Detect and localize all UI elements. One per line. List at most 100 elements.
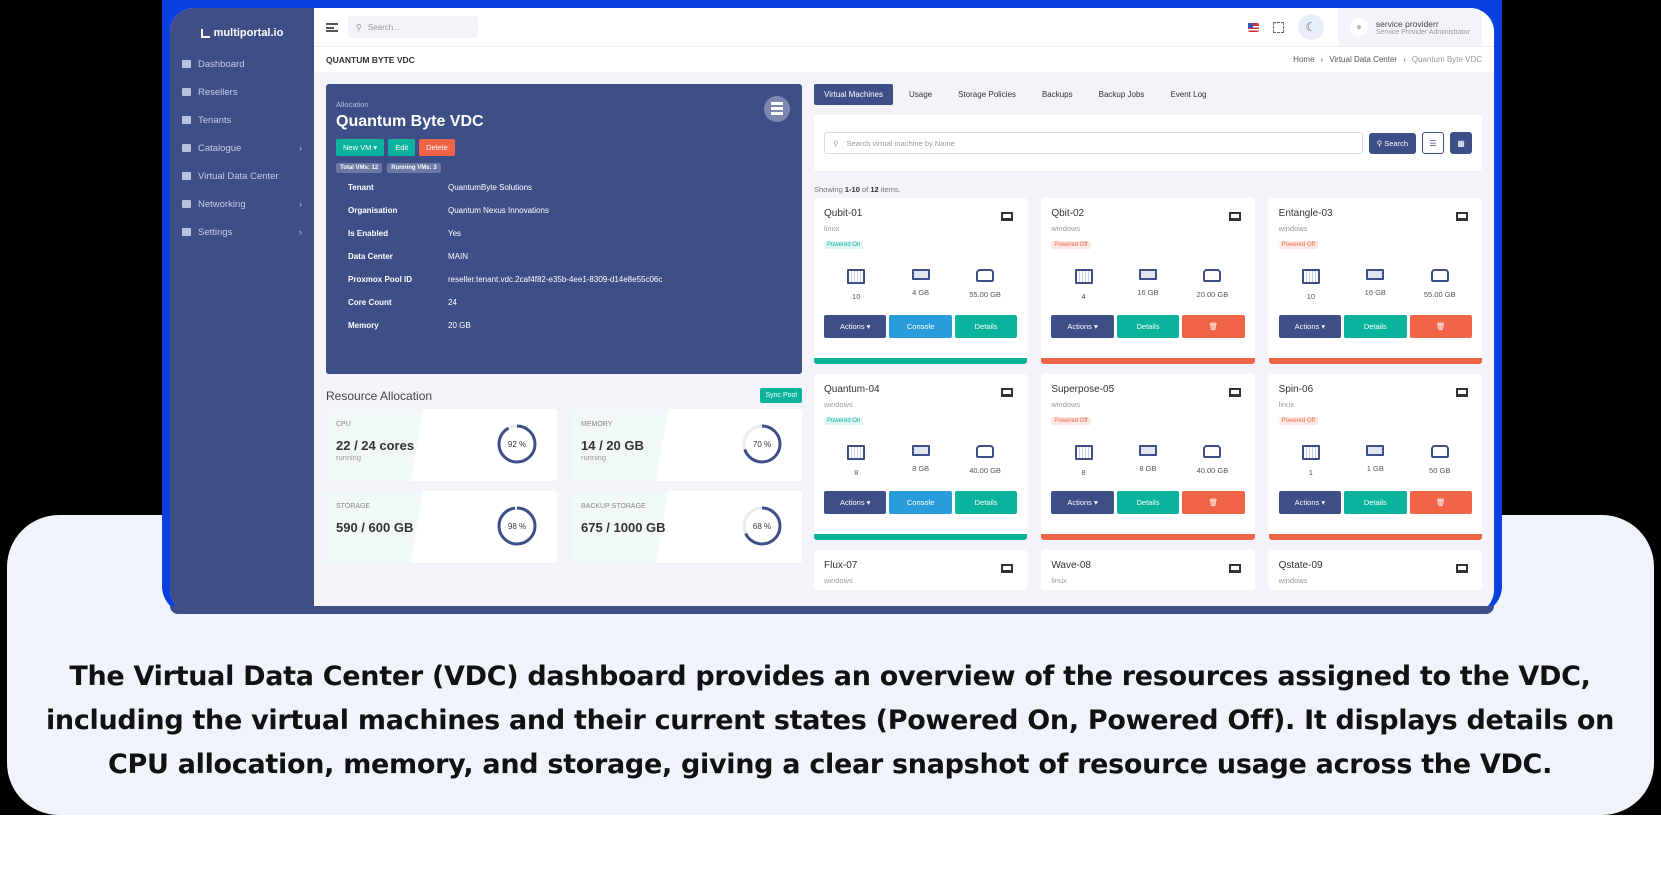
vm-name[interactable]: Qubit-01 — [824, 208, 863, 219]
details-button[interactable]: Details — [1116, 315, 1180, 338]
vm-name[interactable]: Entangle-03 — [1278, 208, 1333, 219]
delete-vm-button[interactable]: 🗑 — [1182, 315, 1245, 338]
svg-text:98 %: 98 % — [508, 522, 526, 531]
sync-pool-button[interactable]: Sync Pool — [760, 388, 802, 403]
networking-icon — [182, 200, 191, 208]
fullscreen-icon[interactable] — [1272, 21, 1284, 33]
vm-card: Spin-06 linux Powered Off 1 1 GB 50 GB Ac… — [1268, 374, 1482, 540]
disk-icon — [1430, 269, 1449, 282]
vm-os: windows — [824, 400, 853, 409]
status-badge: Powered Off — [1051, 417, 1091, 425]
actions-dropdown-button[interactable]: Actions ▾ — [824, 315, 887, 338]
dark-mode-toggle[interactable]: ☾ — [1297, 14, 1324, 40]
main-area: ⚲ Search... ☾ ● service providerr Servic… — [314, 8, 1494, 614]
delete-vm-button[interactable]: 🗑 — [1409, 315, 1472, 338]
details-button[interactable]: Details — [954, 491, 1018, 514]
vdc-name: Quantum Byte VDC — [336, 113, 484, 130]
breadcrumb-vdc[interactable]: Virtual Data Center — [1329, 55, 1398, 64]
tab-storage-policies[interactable]: Storage Policies — [958, 90, 1016, 99]
vm-card: Entangle-03 windows Powered Off 10 16 GB … — [1268, 198, 1482, 364]
grid-view-button[interactable]: ▦ — [1450, 132, 1472, 154]
detail-row-data-center: Data Center MAIN — [348, 252, 468, 261]
vm-name[interactable]: Spin-06 — [1278, 384, 1314, 395]
console-monitor-icon[interactable] — [1455, 388, 1468, 397]
delete-vm-button[interactable]: 🗑 — [1182, 491, 1245, 514]
sidebar-item-settings[interactable]: Settings › — [170, 218, 314, 246]
sidebar-item-tenants[interactable]: Tenants — [170, 106, 314, 134]
details-button[interactable]: Details — [1344, 315, 1407, 338]
tab-virtual-machines[interactable]: Virtual Machines — [814, 84, 893, 105]
vm-search-input[interactable]: ⚲ Search virtual machine by Name — [824, 132, 1363, 154]
console-monitor-icon[interactable] — [1228, 212, 1241, 221]
sidebar-item-virtual-data-center[interactable]: Virtual Data Center — [170, 162, 314, 190]
tab-usage[interactable]: Usage — [909, 90, 933, 99]
server-menu-icon[interactable] — [764, 96, 790, 122]
svg-text:92 %: 92 % — [508, 440, 526, 449]
avatar: ● — [1349, 18, 1368, 36]
details-button[interactable]: Details — [954, 315, 1018, 338]
cpu-icon — [1301, 445, 1320, 460]
trash-icon: 🗑 — [1435, 498, 1446, 507]
brand-logo[interactable]: multiportal.io — [170, 16, 314, 50]
console-monitor-icon[interactable] — [1455, 212, 1468, 221]
vm-card: Qstate-09 windows — [1268, 550, 1482, 590]
actions-dropdown-button[interactable]: Actions ▾ — [1278, 315, 1342, 338]
vm-name[interactable]: Flux-07 — [824, 560, 858, 571]
catalogue-icon — [182, 144, 191, 152]
vm-name[interactable]: Superpose-05 — [1051, 384, 1115, 395]
disk-icon — [1430, 445, 1449, 458]
console-monitor-icon[interactable] — [1455, 564, 1468, 573]
global-search-input[interactable]: ⚲ Search... — [348, 16, 478, 38]
vm-os: windows — [1051, 224, 1081, 233]
tab-event-log[interactable]: Event Log — [1170, 90, 1207, 99]
actions-dropdown-button[interactable]: Actions ▾ — [1051, 315, 1114, 338]
status-badge: Powered Off — [1278, 241, 1318, 249]
menu-toggle-icon[interactable] — [326, 22, 338, 32]
vm-name[interactable]: Wave-08 — [1051, 560, 1091, 571]
sidebar-item-resellers[interactable]: Resellers — [170, 78, 314, 106]
console-button[interactable]: Console — [889, 315, 952, 338]
sidebar-item-catalogue[interactable]: Catalogue › — [170, 134, 314, 162]
sidebar-item-dashboard[interactable]: Dashboard — [170, 50, 314, 78]
list-view-button[interactable]: ☰ — [1422, 132, 1444, 154]
status-badge: Powered On — [824, 417, 864, 425]
trash-icon: 🗑 — [1208, 322, 1219, 331]
sidebar-item-networking[interactable]: Networking › — [170, 190, 314, 218]
stat-card-memory: MEMORY 14 / 20 GB running 70 % — [571, 409, 802, 481]
disk-icon — [976, 269, 995, 282]
vm-os: windows — [1278, 224, 1308, 233]
vm-name[interactable]: Qbit-02 — [1051, 208, 1085, 219]
console-monitor-icon[interactable] — [1228, 564, 1241, 573]
detail-row-organisation: Organisation Quantum Nexus Innovations — [348, 206, 549, 215]
vm-name[interactable]: Quantum-04 — [824, 384, 880, 395]
console-monitor-icon[interactable] — [1228, 388, 1241, 397]
language-flag-icon[interactable] — [1247, 22, 1259, 32]
delete-button[interactable]: Delete — [419, 139, 455, 156]
vm-name[interactable]: Qstate-09 — [1278, 560, 1323, 571]
search-button[interactable]: ⚲ Search — [1368, 132, 1416, 154]
tab-backup-jobs[interactable]: Backup Jobs — [1098, 90, 1145, 99]
vm-os: linux — [1051, 576, 1067, 585]
console-button[interactable]: Console — [889, 491, 952, 514]
console-monitor-icon[interactable] — [1001, 388, 1014, 397]
console-monitor-icon[interactable] — [1001, 212, 1014, 221]
console-monitor-icon[interactable] — [1001, 564, 1014, 573]
cpu-icon — [1301, 269, 1320, 284]
user-menu[interactable]: ● service providerr Service Provider Adm… — [1337, 8, 1482, 46]
breadcrumb-home[interactable]: Home — [1293, 55, 1315, 64]
tab-backups[interactable]: Backups — [1041, 90, 1073, 99]
edit-button[interactable]: Edit — [388, 139, 416, 156]
details-button[interactable]: Details — [1116, 491, 1180, 514]
details-button[interactable]: Details — [1344, 491, 1407, 514]
sidebar: multiportal.io Dashboard Resellers Tenants… — [170, 8, 314, 614]
ram-icon — [911, 269, 930, 280]
resellers-icon — [182, 88, 191, 96]
window-bottom-edge — [170, 606, 1494, 614]
actions-dropdown-button[interactable]: Actions ▾ — [1278, 491, 1342, 514]
actions-dropdown-button[interactable]: Actions ▾ — [824, 491, 887, 514]
delete-vm-button[interactable]: 🗑 — [1409, 491, 1472, 514]
actions-dropdown-button[interactable]: Actions ▾ — [1051, 491, 1114, 514]
new-vm-button[interactable]: New VM ▾ — [336, 139, 385, 156]
tenants-icon — [182, 116, 191, 124]
user-name: service providerr — [1375, 18, 1439, 29]
